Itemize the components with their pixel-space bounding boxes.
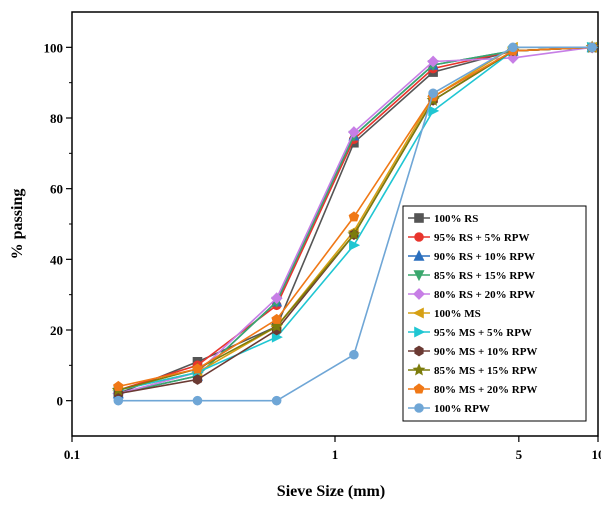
legend: 100% RS 95% RS + 5% RPW 90% RS + 10% RPW 85… — [403, 206, 586, 421]
y-axis-title: % passing — [9, 189, 26, 260]
data-point — [272, 396, 281, 405]
legend-label: 100% RS — [434, 213, 478, 225]
legend-label: 100% RPW — [434, 403, 490, 415]
legend-label: 95% MS + 5% RPW — [434, 327, 532, 339]
data-point — [588, 43, 597, 52]
legend-label: 85% RS + 15% RPW — [434, 270, 535, 282]
data-point — [349, 212, 359, 221]
data-point — [113, 381, 123, 390]
y-tick-label: 80 — [50, 111, 63, 126]
y-tick-label: 40 — [50, 252, 63, 267]
data-point — [193, 396, 202, 405]
legend-label: 100% MS — [434, 308, 481, 320]
data-point — [429, 89, 438, 98]
data-point — [508, 43, 517, 52]
data-point — [349, 350, 358, 359]
y-tick-label: 100 — [44, 40, 64, 55]
data-point — [349, 240, 359, 250]
x-tick-label: 5 — [516, 447, 523, 462]
data-point — [415, 233, 424, 242]
y-tick-label: 0 — [57, 394, 64, 409]
x-tick-label: 0.1 — [64, 447, 80, 462]
y-tick-label: 20 — [50, 323, 63, 338]
y-tick-label: 60 — [50, 182, 63, 197]
legend-label: 90% MS + 10% RPW — [434, 346, 537, 358]
legend-label: 85% MS + 15% RPW — [434, 365, 537, 377]
legend-label: 90% RS + 10% RPW — [434, 251, 535, 263]
x-tick-label: 1 — [332, 447, 339, 462]
data-point — [114, 396, 123, 405]
x-tick-label: 10 — [592, 447, 601, 462]
data-point — [415, 214, 424, 223]
legend-label: 80% RS + 20% RPW — [434, 289, 535, 301]
legend-label: 80% MS + 20% RPW — [434, 384, 537, 396]
data-point — [193, 375, 202, 385]
data-point — [415, 404, 424, 413]
x-axis-title: Sieve Size (mm) — [277, 483, 385, 500]
data-point — [415, 346, 424, 356]
legend-label: 95% RS + 5% RPW — [434, 232, 530, 244]
